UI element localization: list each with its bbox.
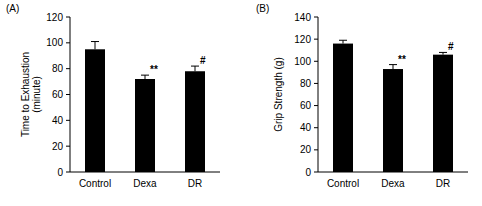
y-tick [66, 68, 70, 69]
marks [333, 40, 453, 172]
y-tick-label: 20 [52, 141, 64, 152]
error-cap [141, 75, 149, 76]
error-cap [191, 66, 199, 67]
y-tick-label: 140 [294, 12, 311, 23]
panel-label: (B) [256, 3, 269, 14]
bar [433, 55, 453, 172]
y-tick [66, 17, 70, 18]
y-tick [314, 83, 318, 84]
marks [85, 42, 205, 172]
y-axis-label-line: (minute) [31, 76, 42, 113]
y-tick [66, 94, 70, 95]
error-cap [91, 41, 99, 42]
y-tick [314, 127, 318, 128]
significance-label: # [448, 41, 454, 52]
error-stem [145, 75, 146, 79]
bar [333, 44, 353, 172]
error-cap [439, 52, 447, 53]
significance-label: ** [150, 64, 158, 75]
y-tick-label: 60 [300, 100, 312, 111]
y-tick-label: 40 [52, 115, 64, 126]
x-tick-label: Dexa [381, 178, 405, 189]
chart-panel: (B) Grip Strength (g) 0 20 40 60 80 100 120 140 Co… [256, 3, 468, 189]
y-axis-label: Time to Exhaustion(minute) [20, 52, 42, 137]
y-tick [314, 172, 318, 173]
y-tick-label: 80 [300, 78, 312, 89]
y-tick-label: 0 [305, 167, 311, 178]
x-tick-label: Control [327, 178, 359, 189]
y-tick-label: 40 [300, 122, 312, 133]
error-bar [141, 75, 149, 79]
y-tick [314, 39, 318, 40]
bar [85, 49, 105, 172]
y-tick [66, 146, 70, 147]
y-tick [314, 61, 318, 62]
y-tick [314, 149, 318, 150]
y-axis-line [318, 17, 319, 172]
x-tick-label: Dexa [133, 178, 157, 189]
y-tick-label: 20 [300, 144, 312, 155]
y-tick-label: 100 [46, 37, 63, 48]
bar [135, 79, 155, 172]
error-bar [339, 40, 347, 43]
bar [185, 71, 205, 172]
y-axis-label-line: Grip Strength (g) [273, 57, 284, 131]
error-bar [91, 42, 99, 50]
y-tick-label: 0 [57, 167, 63, 178]
error-stem [95, 42, 96, 50]
bar [383, 69, 403, 172]
panel-label: (A) [6, 3, 19, 14]
y-tick [66, 172, 70, 173]
y-tick [314, 17, 318, 18]
figure: (A) Time to Exhaustion(minute) 0 20 40 60 80 10… [0, 0, 482, 206]
x-tick-label: DR [188, 178, 202, 189]
significance-label: # [200, 55, 206, 66]
x-tick-label: DR [436, 178, 450, 189]
y-tick-label: 120 [46, 12, 63, 23]
significance-label: ** [398, 54, 406, 65]
error-cap [389, 64, 397, 65]
y-tick [314, 105, 318, 106]
error-stem [195, 66, 196, 71]
error-bar [439, 52, 447, 54]
y-tick [66, 120, 70, 121]
error-cap [339, 40, 347, 41]
y-axis-label-line: Time to Exhaustion [20, 52, 31, 137]
error-bar [389, 65, 397, 69]
y-tick-label: 80 [52, 63, 64, 74]
y-tick-label: 60 [52, 89, 64, 100]
chart-panel: (A) Time to Exhaustion(minute) 0 20 40 60 80 10… [6, 3, 220, 189]
x-tick-label: Control [79, 178, 111, 189]
error-stem [393, 65, 394, 69]
y-tick [66, 42, 70, 43]
y-tick-label: 120 [294, 34, 311, 45]
y-axis-label: Grip Strength (g) [273, 57, 284, 131]
y-tick-label: 100 [294, 56, 311, 67]
error-bar [191, 66, 199, 71]
